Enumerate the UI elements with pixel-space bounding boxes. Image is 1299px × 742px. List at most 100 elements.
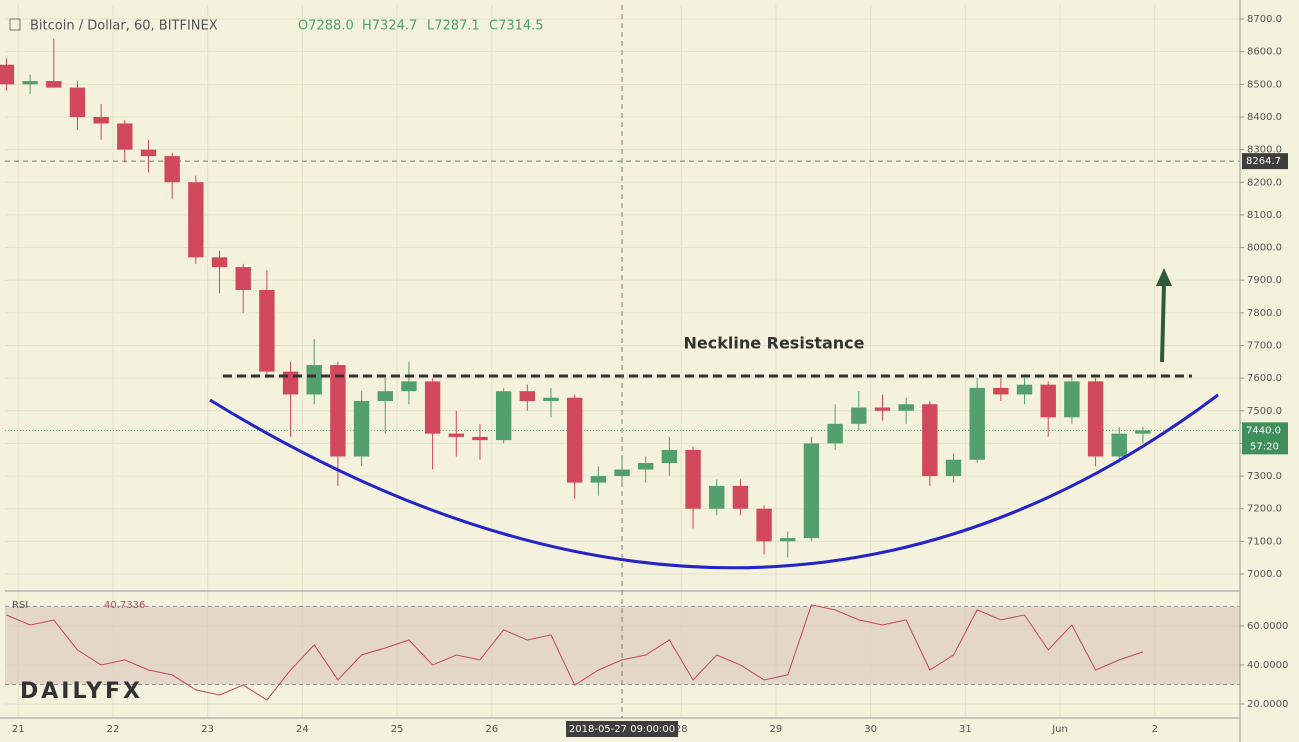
candle-body [780,538,796,542]
x-tick-label: 31 [959,724,972,735]
candle-body [993,387,1009,395]
candle-body [543,397,559,401]
ohlc-readout: L7287.1 [427,19,480,34]
y-tick-label: 8100.0 [1247,210,1282,221]
candle-body [732,485,749,509]
candle-body [306,365,322,395]
candle-body [590,476,607,483]
candle-body [211,257,228,268]
candle-body [519,391,536,401]
candle-body [69,87,86,117]
candle-body [1111,433,1127,457]
candle-body [969,387,985,460]
candle-body [448,433,464,437]
y-tick-label: 60.0000 [1247,621,1288,632]
y-tick-label: 7000.0 [1247,569,1282,580]
x-tick-label: 22 [107,724,120,735]
candle-body [93,116,109,124]
y-tick-label: 7900.0 [1247,275,1282,286]
countdown: 57:20 [1250,441,1279,452]
candle-body [566,397,583,483]
candle-body [874,407,891,411]
candle-body [803,443,820,539]
candle-body [46,81,62,88]
x-tick-label: 28 [675,724,688,735]
x-tick-label: 23 [201,724,214,735]
crosshair-label: 2018-05-27 09:00:00 [569,724,675,735]
y-tick-label: 7200.0 [1247,504,1282,515]
candle-body [0,64,15,85]
candle-body [851,407,867,424]
candle-body [235,267,251,290]
marks [0,38,1151,701]
candle-body [1040,384,1056,418]
y-tick-label: 8000.0 [1247,243,1282,254]
ohlc-readout: H7324.7 [362,19,417,34]
candle-body [945,459,962,477]
y-tick-label: 8300.0 [1247,145,1282,156]
y-tick-label: 8400.0 [1247,112,1282,123]
candle-body [424,381,441,434]
candle-body [1064,381,1080,418]
last-price-label: 7440.0 [1246,425,1281,436]
y-tick-label: 8600.0 [1247,47,1282,58]
candle-body [898,404,914,411]
cup-curve [209,393,1219,570]
y-tick-label: 7700.0 [1247,340,1282,351]
chart-title: Bitcoin / Dollar, 60, BITFINEX [30,19,218,34]
x-tick-label: 24 [296,724,309,735]
candle-body [1135,430,1151,434]
y-tick-label: 8500.0 [1247,79,1282,90]
candle-body [117,123,133,150]
ohlc-readout: C7314.5 [489,19,544,34]
y-tick-label: 7800.0 [1247,308,1282,319]
candle-body [401,381,417,392]
candle-body [827,423,843,444]
candle-body [1087,381,1104,457]
y-tick-label: 8700.0 [1247,14,1282,25]
candle-body [377,391,393,401]
x-tick-label: 26 [485,724,498,735]
x-tick-label: 29 [770,724,783,735]
arrow-head [1156,268,1172,286]
y-tick-label: 40.0000 [1247,660,1288,671]
x-tick-label: 30 [864,724,877,735]
candle-body [922,404,938,477]
y-tick-label: 7300.0 [1247,471,1282,482]
ohlc-readout: O7288.0 [298,19,354,34]
candle-body [188,182,204,258]
level-label-box [1242,153,1288,170]
y-tick-label: 7600.0 [1247,373,1282,384]
annotation: Neckline Resistance [683,334,864,353]
candle-body [353,400,370,457]
crosshair-label-box [566,721,679,737]
y-tick-label: 7500.0 [1247,406,1282,417]
candle-body [495,391,512,441]
x-tick-label: 21 [12,724,25,735]
candle-body [638,463,654,470]
last-price-box [1242,422,1288,455]
level-label: 8264.7 [1246,156,1281,167]
y-tick-label: 7100.0 [1247,536,1282,547]
candle-body [164,156,180,183]
collapse-icon[interactable] [9,18,21,31]
rsi-line [6,604,1144,701]
candle-body [661,449,678,464]
candle-body [709,485,725,509]
candle-body [140,149,157,157]
x-tick-label: 25 [391,724,404,735]
rsi-readout: 40.7336 [104,600,145,611]
candle-body [22,81,38,85]
candle-body [259,289,275,372]
y-tick-label: 20.0000 [1247,699,1288,710]
candle-body [330,365,346,457]
candle-body [1016,384,1033,395]
x-tick-label: 2 [1152,724,1158,735]
candle-body [472,436,488,441]
x-tick-label: Jun [1051,724,1068,735]
candle-body [614,469,630,477]
watermark: DAILYFX [20,679,143,704]
candle-body [756,508,772,542]
rsi-label: RSI [12,600,28,611]
